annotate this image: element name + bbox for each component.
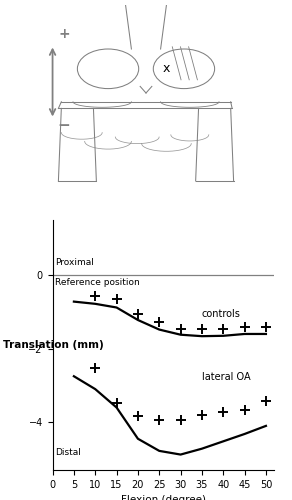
Text: +: + — [58, 27, 70, 41]
Text: Proximal: Proximal — [55, 258, 93, 267]
Text: Translation (mm): Translation (mm) — [3, 340, 104, 350]
Text: Distal: Distal — [55, 448, 81, 456]
Text: Reference position: Reference position — [55, 278, 140, 287]
Text: controls: controls — [202, 310, 241, 320]
X-axis label: Flexion (degree): Flexion (degree) — [121, 496, 206, 500]
Text: lateral OA: lateral OA — [202, 372, 251, 382]
Text: x: x — [163, 62, 170, 76]
Text: −: − — [58, 118, 71, 134]
